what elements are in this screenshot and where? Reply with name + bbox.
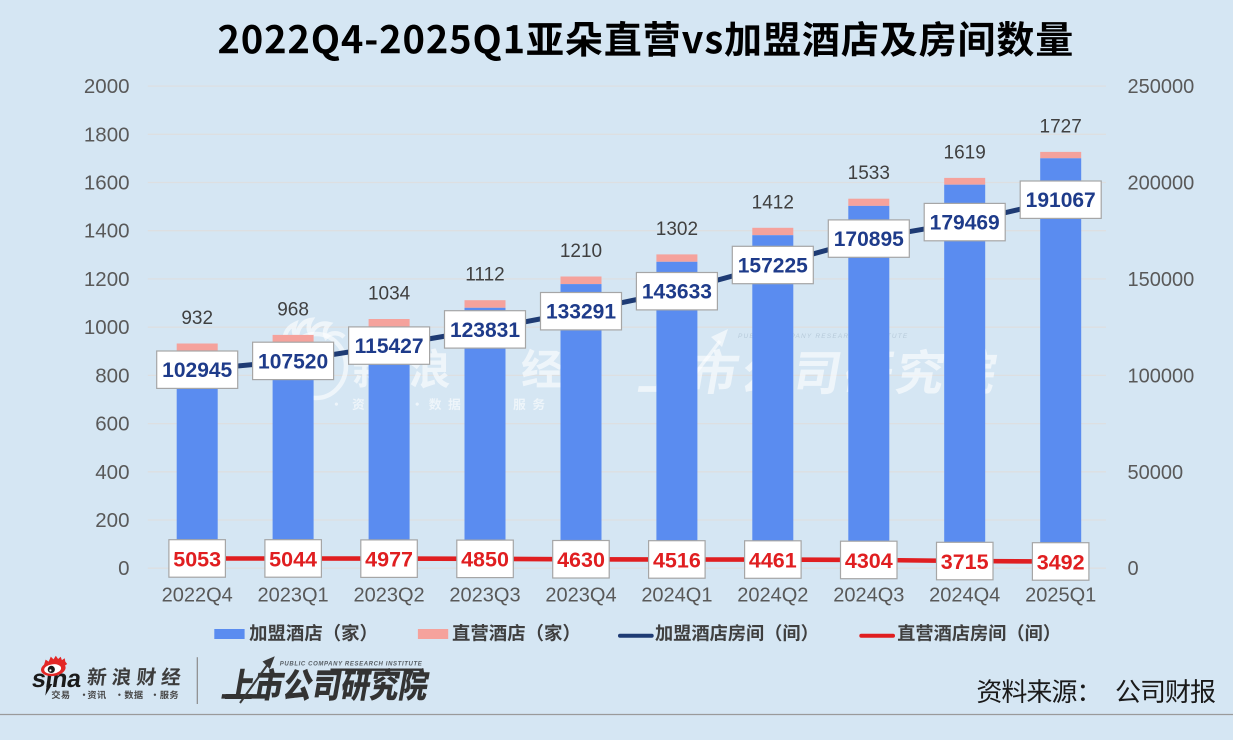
svg-text:3492: 3492 <box>1037 550 1085 574</box>
svg-text:2023Q1: 2023Q1 <box>258 585 329 607</box>
svg-text:4461: 4461 <box>749 549 797 573</box>
svg-text:1619: 1619 <box>944 142 986 163</box>
svg-text:100000: 100000 <box>1128 365 1195 387</box>
svg-text:200000: 200000 <box>1128 173 1195 195</box>
svg-text:2024Q1: 2024Q1 <box>641 585 712 607</box>
svg-text:1000: 1000 <box>84 316 130 339</box>
svg-text:400: 400 <box>95 461 129 484</box>
svg-text:133291: 133291 <box>546 301 616 324</box>
svg-text:2024Q4: 2024Q4 <box>929 585 1000 607</box>
svg-text:179469: 179469 <box>930 212 1000 235</box>
svg-text:50000: 50000 <box>1128 462 1184 484</box>
svg-text:1034: 1034 <box>368 284 411 305</box>
svg-text:1210: 1210 <box>560 241 602 262</box>
svg-text:3715: 3715 <box>941 550 989 574</box>
svg-text:2022Q4: 2022Q4 <box>162 585 233 607</box>
svg-text:4850: 4850 <box>461 548 509 572</box>
svg-text:2024Q3: 2024Q3 <box>833 585 904 607</box>
svg-text:1112: 1112 <box>465 265 504 286</box>
svg-text:115427: 115427 <box>355 335 424 358</box>
svg-text:1727: 1727 <box>1040 116 1082 137</box>
svg-text:123831: 123831 <box>450 319 520 342</box>
svg-text:932: 932 <box>181 308 213 329</box>
svg-text:102945: 102945 <box>162 359 232 382</box>
svg-text:968: 968 <box>277 299 309 320</box>
svg-text:0: 0 <box>1128 558 1139 580</box>
svg-text:2023Q2: 2023Q2 <box>354 585 425 607</box>
svg-text:1400: 1400 <box>84 220 130 243</box>
svg-text:1800: 1800 <box>84 123 130 146</box>
svg-text:600: 600 <box>95 413 129 436</box>
svg-text:157225: 157225 <box>738 255 808 278</box>
svg-text:1533: 1533 <box>848 163 890 184</box>
svg-text:0: 0 <box>118 557 129 580</box>
svg-text:4977: 4977 <box>365 548 413 572</box>
svg-text:1302: 1302 <box>656 219 698 240</box>
svg-text:4304: 4304 <box>845 549 893 573</box>
svg-text:170895: 170895 <box>834 228 904 251</box>
svg-text:5053: 5053 <box>173 547 221 571</box>
svg-text:800: 800 <box>95 364 129 387</box>
svg-text:5044: 5044 <box>269 547 317 571</box>
svg-text:107520: 107520 <box>258 350 328 373</box>
svg-text:150000: 150000 <box>1128 269 1195 291</box>
svg-text:250000: 250000 <box>1128 76 1195 98</box>
svg-text:PUBLIC COMPANY RESEARCH INSTIT: PUBLIC COMPANY RESEARCH INSTITUTE <box>738 333 908 340</box>
svg-text:1412: 1412 <box>752 192 794 213</box>
svg-text:1200: 1200 <box>84 268 130 291</box>
svg-text:143633: 143633 <box>642 281 712 304</box>
svg-text:4516: 4516 <box>653 548 701 572</box>
svg-text:1600: 1600 <box>84 172 130 195</box>
svg-text:2000: 2000 <box>84 75 130 98</box>
svg-text:200: 200 <box>95 509 129 532</box>
svg-text:PUBLIC COMPANY RESEARCH INSTIT: PUBLIC COMPANY RESEARCH INSTITUTE <box>280 662 423 668</box>
svg-text:191067: 191067 <box>1026 189 1096 212</box>
svg-text:2024Q2: 2024Q2 <box>737 585 808 607</box>
svg-text:4630: 4630 <box>557 548 605 572</box>
svg-text:2023Q3: 2023Q3 <box>449 585 520 607</box>
svg-text:2023Q4: 2023Q4 <box>545 585 616 607</box>
svg-text:2025Q1: 2025Q1 <box>1025 585 1096 607</box>
